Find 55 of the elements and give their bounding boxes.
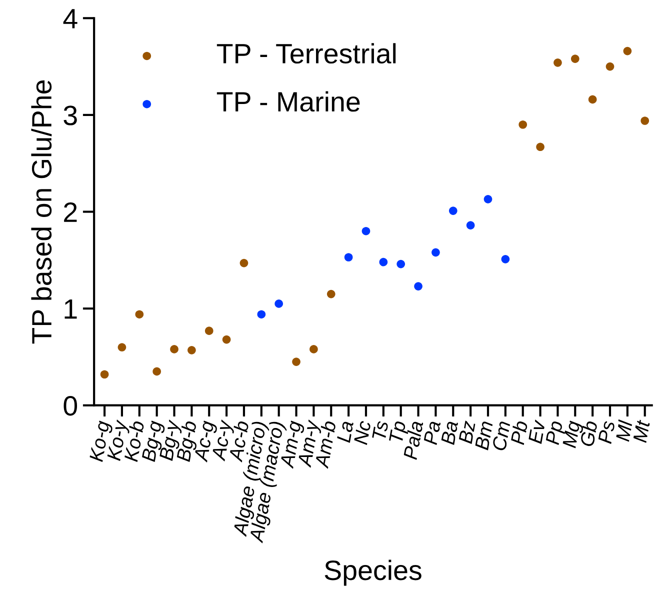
point	[414, 282, 422, 290]
x-tick-label: Bz	[458, 420, 476, 444]
point	[170, 345, 178, 354]
x-tick-label: Nc	[354, 420, 372, 446]
x-tick-label: Cm	[492, 420, 510, 451]
x-tick-label: Ts	[372, 420, 388, 440]
point	[484, 195, 492, 204]
point	[501, 255, 510, 264]
x-tick-label: Bm	[474, 420, 493, 450]
point	[536, 142, 544, 152]
x-tick-label: Pb	[510, 420, 528, 446]
point	[118, 343, 126, 352]
legend-label: TP - Marine	[216, 91, 360, 112]
point	[292, 358, 300, 366]
point	[240, 258, 248, 268]
point	[135, 310, 144, 319]
point	[432, 248, 440, 257]
point	[204, 326, 214, 335]
point	[310, 345, 318, 354]
y-tick-label: 3	[64, 106, 77, 126]
x-tick-label: Ps	[598, 420, 616, 444]
point	[257, 310, 266, 319]
point	[606, 62, 614, 71]
y-tick-label: 4	[63, 9, 78, 28]
point	[623, 46, 632, 56]
point	[362, 226, 370, 236]
point	[188, 346, 196, 354]
point	[274, 300, 284, 308]
y-axis-title: TP based on Glu/Phe	[31, 80, 52, 344]
x-tick-label: Ml	[615, 419, 632, 442]
point	[640, 116, 650, 125]
point	[466, 221, 475, 230]
x-axis-title: Species	[324, 560, 422, 586]
x-tick-label: Mg	[562, 420, 584, 449]
point	[448, 206, 458, 215]
point	[326, 290, 336, 298]
point	[588, 95, 597, 104]
x-tick-label: Mt	[633, 419, 650, 443]
point	[396, 260, 406, 268]
point	[222, 335, 231, 344]
y-tick-label: 1	[64, 300, 77, 319]
x-tick-label: Pa	[423, 420, 441, 446]
point	[554, 58, 562, 67]
point	[518, 120, 528, 129]
legend-label: TP - Terrestrial	[216, 43, 396, 64]
x-tick-label: Ba	[440, 420, 458, 446]
point	[100, 370, 109, 379]
y-tick-label: 2	[64, 202, 77, 222]
point	[344, 253, 353, 262]
point	[152, 367, 161, 376]
x-tick-label: La	[336, 420, 354, 443]
y-tick-label: 0	[64, 396, 78, 416]
point	[570, 54, 580, 63]
point	[379, 258, 388, 266]
x-tick-label: Ev	[528, 418, 546, 444]
